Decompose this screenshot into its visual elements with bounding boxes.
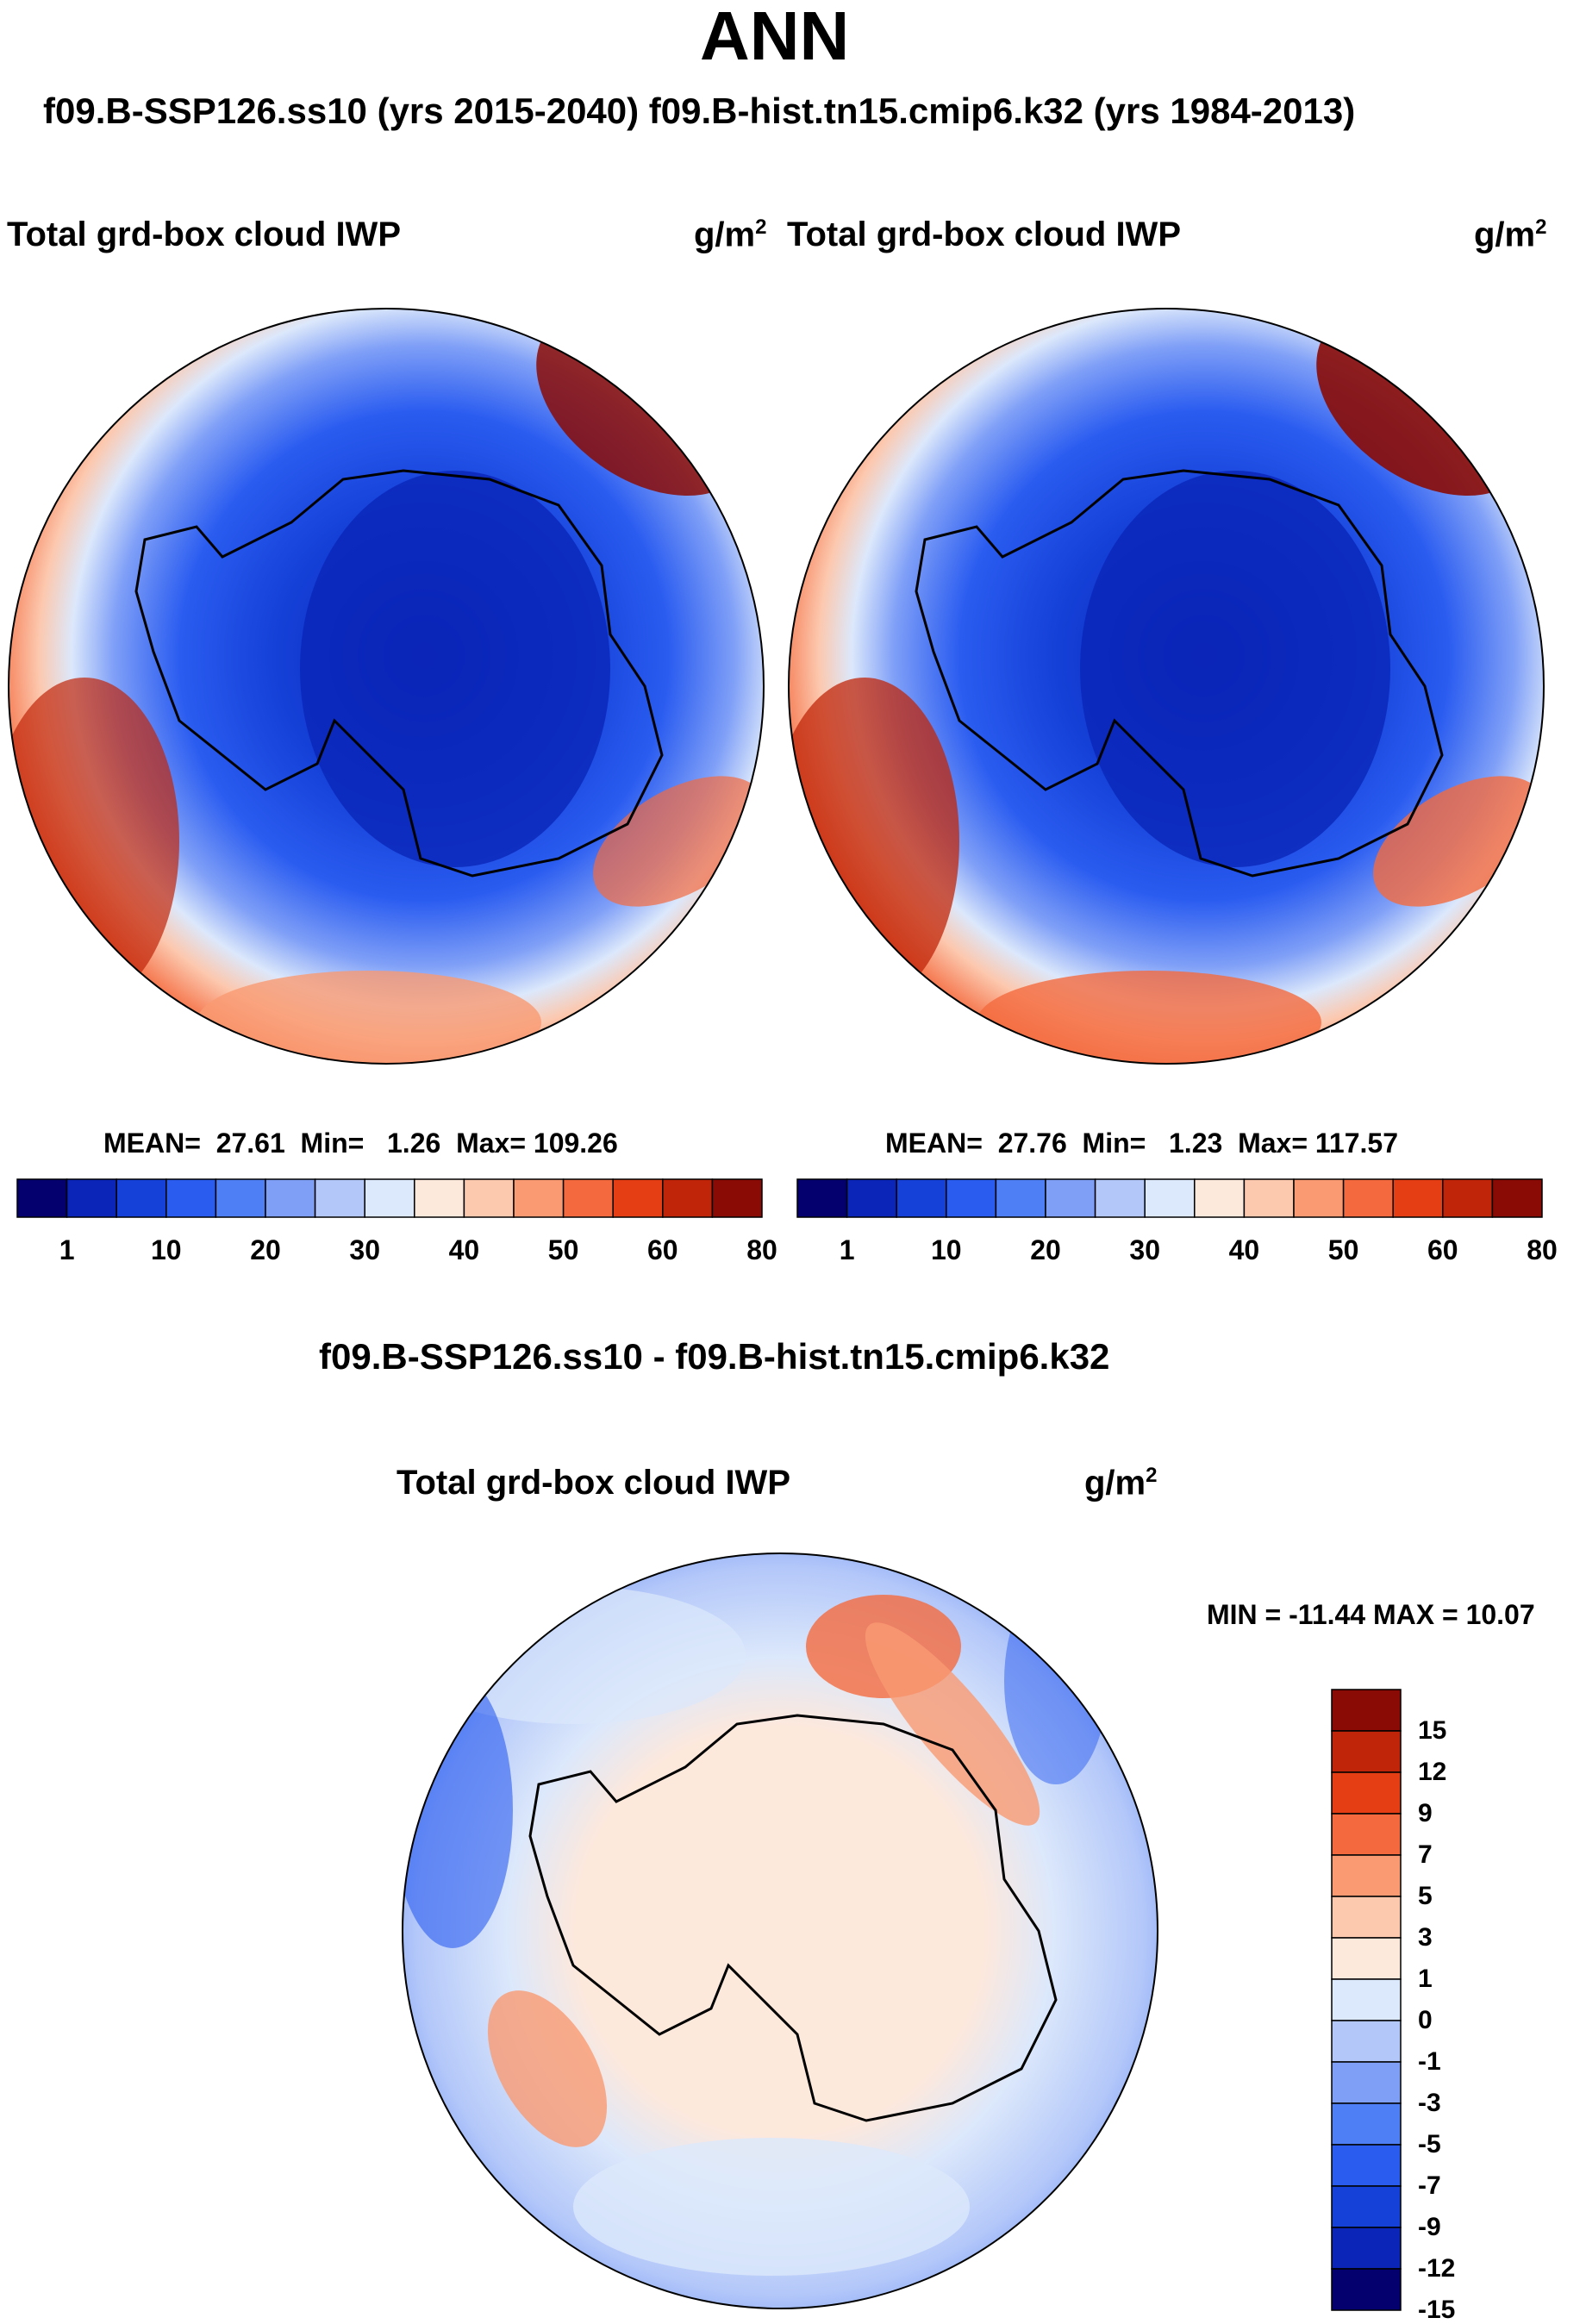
colorbar-diff-swatch	[1331, 2185, 1402, 2228]
colorbar-diff-tick-label: -7	[1418, 2171, 1441, 2200]
colorbar-1-swatch	[414, 1178, 465, 1218]
figure-title: ANN	[700, 0, 850, 74]
colorbar-1-swatch	[165, 1178, 217, 1218]
colorbar-2-swatch	[1045, 1178, 1096, 1218]
colorbar-1-tick-label: 40	[448, 1234, 480, 1265]
colorbar-diff-swatch	[1331, 2020, 1402, 2063]
colorbar-2-swatch	[1342, 1178, 1394, 1218]
colorbar-1-swatch	[463, 1178, 515, 1218]
colorbar-1-swatch	[364, 1178, 415, 1218]
panel-2-variable: Total grd-box cloud IWP	[787, 216, 1181, 253]
colorbar-1-swatch	[314, 1178, 365, 1218]
colorbar-diff-swatch	[1331, 1978, 1402, 2021]
colorbar-1-swatch	[662, 1178, 714, 1218]
colorbar-diff-tick-label: 15	[1418, 1716, 1447, 1745]
colorbar-diff-swatch	[1331, 1937, 1402, 1980]
colorbar-2-swatch	[1194, 1178, 1246, 1218]
colorbar-2-swatch	[1243, 1178, 1295, 1218]
colorbar-1-tick-label: 30	[349, 1234, 380, 1265]
colorbar-2-swatch	[896, 1178, 947, 1218]
colorbar-diff-tick-label: 0	[1418, 2006, 1433, 2034]
colorbar-1-tick-label: 10	[151, 1234, 182, 1265]
colorbar-diff-tick-label: 3	[1418, 1923, 1433, 1952]
colorbar-1-swatch	[66, 1178, 117, 1218]
colorbar-1-swatch	[513, 1178, 565, 1218]
map-panel-2	[788, 308, 1545, 1065]
colorbar-2-tick-label: 60	[1427, 1234, 1458, 1265]
colorbar-2-swatch	[1491, 1178, 1543, 1218]
colorbar-diff-swatch	[1331, 2268, 1402, 2311]
colorbar-diff-tick-label: 5	[1418, 1882, 1433, 1910]
colorbar-1-swatch	[562, 1178, 614, 1218]
colorbar-1-swatch	[265, 1178, 316, 1218]
colorbar-1-tick-label: 1	[59, 1234, 75, 1265]
diff-units: g/m2	[1084, 1464, 1158, 1502]
colorbar-diff	[1331, 1689, 1402, 2311]
colorbar-1-swatch	[16, 1178, 68, 1218]
panel-1-stats: MEAN= 27.61 Min= 1.26 Max= 109.26	[103, 1128, 618, 1159]
colorbar-2-swatch	[1442, 1178, 1494, 1218]
colorbar-diff-swatch	[1331, 2102, 1402, 2146]
colorbar-diff-swatch	[1331, 1730, 1402, 1773]
colorbar-diff-tick-label: 9	[1418, 1799, 1433, 1827]
colorbar-2-tick-label: 40	[1228, 1234, 1260, 1265]
colorbar-diff-swatch	[1331, 1813, 1402, 1856]
colorbar-1-swatch	[215, 1178, 266, 1218]
colorbar-2-swatch	[846, 1178, 897, 1218]
panel-2-stats: MEAN= 27.76 Min= 1.23 Max= 117.57	[885, 1128, 1398, 1159]
colorbar-diff-tick-label: -5	[1418, 2130, 1441, 2158]
colorbar-1-tick-label: 20	[250, 1234, 281, 1265]
colorbar-diff-tick-label: -15	[1418, 2296, 1456, 2324]
colorbar-2-tick-label: 80	[1527, 1234, 1558, 1265]
colorbar-2-swatch	[1144, 1178, 1196, 1218]
colorbar-2-tick-label: 50	[1327, 1234, 1359, 1265]
colorbar-diff-swatch	[1331, 2227, 1402, 2270]
colorbar-diff-swatch	[1331, 1689, 1402, 1732]
diff-title: f09.B-SSP126.ss10 - f09.B-hist.tn15.cmip…	[319, 1336, 1110, 1377]
colorbar-diff-swatch	[1331, 2144, 1402, 2187]
colorbar-1-tick-label: 60	[647, 1234, 678, 1265]
colorbar-diff-tick-label: -1	[1418, 2047, 1441, 2076]
colorbar-2-tick-label: 10	[931, 1234, 962, 1265]
colorbar-2-swatch	[796, 1178, 848, 1218]
colorbar-1-tick-label: 80	[746, 1234, 777, 1265]
colorbar-2-tick-label: 1	[839, 1234, 855, 1265]
colorbar-diff-tick-label: 7	[1418, 1840, 1433, 1869]
colorbar-diff-tick-label: -12	[1418, 2254, 1456, 2283]
colorbar-diff-tick-label: 1	[1418, 1965, 1433, 1993]
panel-1-variable: Total grd-box cloud IWP	[7, 216, 401, 253]
colorbar-2-tick-label: 30	[1129, 1234, 1160, 1265]
colorbar-1-swatch	[612, 1178, 664, 1218]
map-diff	[402, 1552, 1158, 2309]
colorbar-diff-swatch	[1331, 1896, 1402, 1939]
figure-subtitle: f09.B-SSP126.ss10 (yrs 2015-2040) f09.B-…	[43, 91, 1356, 131]
colorbar-diff-tick-label: 12	[1418, 1758, 1447, 1786]
colorbar-1-swatch	[711, 1178, 763, 1218]
map-panel-1	[8, 308, 765, 1065]
colorbar-diff-tick-label: -3	[1418, 2089, 1441, 2117]
colorbar-2-swatch	[1392, 1178, 1444, 1218]
colorbar-2-swatch	[1094, 1178, 1146, 1218]
colorbar-1-tick-label: 50	[547, 1234, 579, 1265]
panel-2-units: g/m2	[1474, 216, 1547, 254]
colorbar-2-swatch	[995, 1178, 1046, 1218]
colorbar-2-swatch	[1293, 1178, 1345, 1218]
colorbar-diff-swatch	[1331, 1771, 1402, 1815]
colorbar-2-tick-label: 20	[1030, 1234, 1061, 1265]
colorbar-panel-1	[16, 1178, 763, 1218]
colorbar-diff-tick-label: -9	[1418, 2213, 1441, 2241]
colorbar-panel-2	[796, 1178, 1543, 1218]
colorbar-2-swatch	[946, 1178, 997, 1218]
colorbar-diff-swatch	[1331, 1854, 1402, 1897]
diff-variable: Total grd-box cloud IWP	[396, 1464, 790, 1502]
colorbar-diff-swatch	[1331, 2061, 1402, 2104]
colorbar-1-swatch	[116, 1178, 167, 1218]
panel-1-units: g/m2	[694, 216, 767, 254]
diff-minmax: MIN = -11.44 MAX = 10.07	[1207, 1599, 1535, 1630]
